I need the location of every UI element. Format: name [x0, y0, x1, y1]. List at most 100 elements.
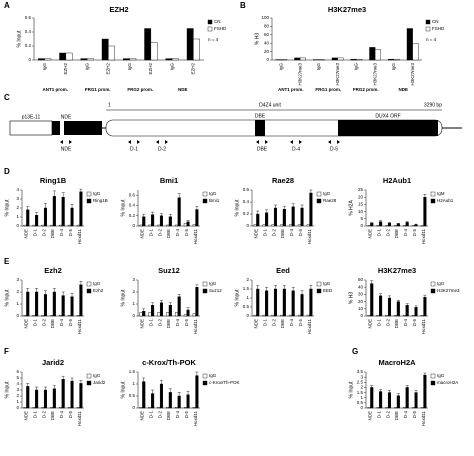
- bar: [297, 224, 301, 227]
- y-tick-label: 0.2: [243, 211, 250, 216]
- bar: [26, 291, 30, 317]
- panel-label: G: [352, 347, 358, 356]
- error-bar: [52, 385, 56, 389]
- x-tick-label: D-5: [68, 229, 73, 237]
- error-bar: [265, 209, 269, 213]
- y-axis-label: % H2A: [348, 200, 354, 216]
- x-tick-label: DBE: [166, 229, 171, 238]
- legend-label: IgG: [93, 373, 101, 378]
- error-bar: [309, 285, 313, 289]
- bar: [177, 296, 181, 317]
- primer-label: NDE: [61, 146, 72, 152]
- error-bar: [186, 220, 190, 222]
- bar: [186, 309, 190, 317]
- bar: [52, 196, 56, 227]
- legend-label: CN: [214, 19, 221, 24]
- bar: [186, 394, 190, 409]
- bar: [70, 296, 74, 317]
- x-tick-label: NDE: [140, 319, 145, 329]
- legend-swatch: [430, 373, 436, 379]
- bar: [300, 294, 304, 317]
- x-tick-label: DBE: [50, 411, 55, 420]
- bar: [420, 407, 424, 409]
- bar: [166, 407, 170, 409]
- legend-swatch: [86, 380, 92, 386]
- x-tick-label: NDE: [368, 229, 373, 239]
- error-bar: [396, 223, 400, 224]
- bar: [50, 224, 54, 227]
- unit-label: D4Z4 unit: [259, 102, 281, 108]
- legend-label: IgG: [209, 281, 217, 286]
- error-bar: [387, 222, 391, 224]
- bar: [414, 307, 418, 317]
- y-tick-label: 2: [132, 289, 135, 294]
- y-tick-label: 1: [360, 395, 363, 400]
- y-axis-label: % Input: [234, 289, 240, 307]
- bar: [157, 224, 161, 227]
- bar: [370, 222, 374, 227]
- x-tick-label: NDE: [140, 411, 145, 421]
- legend-swatch: [202, 281, 208, 287]
- y-tick-label: 0.6: [25, 15, 32, 20]
- bar: [388, 58, 395, 61]
- legend-swatch: [425, 19, 431, 25]
- y-tick-label: 5: [360, 216, 363, 221]
- bar: [43, 207, 47, 227]
- y-axis-label: % Input: [234, 199, 240, 217]
- bar: [331, 57, 338, 61]
- annotation: n = 4: [426, 37, 437, 42]
- group-label: FRG1 prom.: [85, 87, 111, 92]
- bar: [177, 197, 181, 227]
- x-tick-label: Hoxd11: [421, 411, 426, 427]
- bar: [52, 388, 56, 409]
- x-tick-label: D-1: [262, 319, 267, 327]
- error-bar: [370, 280, 374, 284]
- x-tick-label: D-4: [175, 319, 180, 327]
- x-tick-label: D-5: [184, 319, 189, 327]
- x-tick-label: DBE: [394, 411, 399, 420]
- bar: [414, 224, 418, 227]
- bar: [67, 315, 71, 317]
- bar: [405, 222, 409, 227]
- bar: [43, 294, 47, 317]
- y-tick-label: 0.5: [129, 393, 136, 398]
- x-tick-label: D-2: [157, 411, 162, 419]
- bar: [168, 305, 172, 317]
- bar: [148, 224, 152, 227]
- bar: [32, 224, 36, 227]
- x-tick-label: DBE: [280, 319, 285, 328]
- y-tick-label: 50: [358, 277, 364, 282]
- x-tick-label: EZH2: [148, 63, 153, 75]
- group-label: NDE: [178, 87, 188, 92]
- panel-label: D: [4, 167, 10, 176]
- error-bar: [177, 392, 181, 396]
- x-tick-label: D-5: [412, 411, 417, 419]
- chart-title: H3K27me3: [378, 266, 416, 275]
- x-tick-label: D-5: [298, 319, 303, 327]
- bar: [67, 224, 71, 227]
- x-tick-label: D-1: [148, 229, 153, 237]
- legend-label: CN: [432, 19, 439, 24]
- legend-label: c-Krox/Th-POK: [209, 380, 240, 385]
- x-tick-label: D-5: [412, 319, 417, 327]
- x-tick-label: D-4: [175, 229, 180, 237]
- primer-label: D-2: [158, 146, 166, 152]
- bar: [356, 58, 363, 61]
- error-bar: [379, 389, 383, 392]
- error-bar: [256, 285, 260, 289]
- bar: [41, 407, 45, 409]
- bar: [43, 389, 47, 409]
- error-bar: [52, 190, 56, 197]
- bar: [195, 287, 199, 317]
- group-label: FRG2 prom.: [127, 87, 153, 92]
- x-tick-label: EZH2: [106, 63, 111, 75]
- bar: [65, 52, 73, 61]
- error-bar: [195, 284, 199, 288]
- bar: [387, 222, 391, 227]
- y-tick-label: 6: [16, 369, 19, 374]
- bar: [159, 302, 163, 317]
- primer-arrow: [328, 140, 340, 144]
- x-tick-label: NDE: [24, 411, 29, 421]
- legend-label: Jarid2: [93, 380, 106, 385]
- x-tick-label: DBE: [166, 319, 171, 328]
